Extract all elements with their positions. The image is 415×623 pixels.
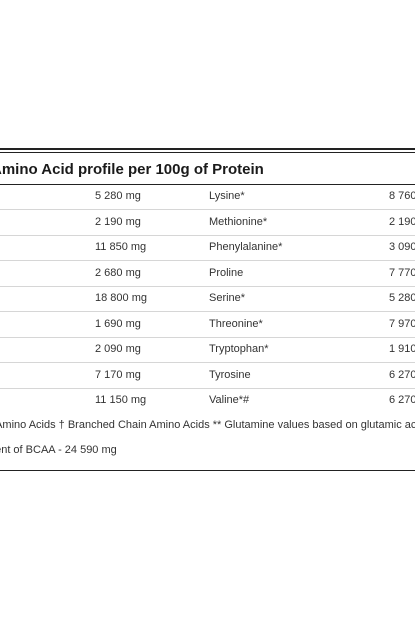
right-value-cell: 6 270 — [389, 394, 415, 406]
row-divider — [0, 209, 415, 210]
left-value-cell: 2 190 mg — [95, 215, 141, 228]
right-name-cell: Tyrosine — [209, 368, 251, 381]
amino-acid-table: Amino Acid profile per 100g of Protein 5… — [0, 148, 415, 474]
table-row: 2 190 mg Methionine* 2 190 — [0, 211, 415, 236]
row-divider — [0, 362, 415, 363]
table-row: 2 680 mg Proline 7 770 — [0, 262, 415, 287]
left-value-cell: 1 690 mg — [95, 317, 141, 330]
right-value-cell: 8 760 — [389, 190, 415, 202]
right-name-cell: Lysine* — [209, 190, 245, 202]
left-value-cell: 18 800 mg — [95, 292, 147, 304]
table-row: 5 280 mg Lysine* 8 760 — [0, 185, 415, 210]
table-row: 1 690 mg Threonine* 7 970 — [0, 313, 415, 338]
table-row: 7 170 mg Tyrosine 6 270 — [0, 364, 415, 389]
left-value-cell: 2 090 mg — [95, 343, 141, 355]
table-title: Amino Acid profile per 100g of Protein — [0, 161, 264, 178]
row-divider — [0, 285, 415, 287]
right-name-cell: Valine*# — [209, 394, 250, 406]
left-value-cell: 11 850 mg — [95, 241, 147, 253]
right-value-cell: 6 270 — [389, 368, 415, 381]
header-rule — [0, 184, 415, 185]
table-top-rule — [0, 148, 415, 150]
right-value-cell: 5 280 — [389, 292, 415, 304]
right-value-cell: 1 910 — [389, 343, 415, 355]
table-row: 18 800 mg Serine* 5 280 — [0, 287, 415, 312]
row-divider — [0, 387, 415, 389]
left-value-cell: 11 150 mg — [95, 394, 147, 406]
right-name-cell: Tryptophan* — [209, 343, 269, 355]
right-value-cell: 3 090 — [389, 241, 415, 253]
table-row: 11 150 mg Valine*# 6 270 — [0, 389, 415, 414]
row-divider — [0, 260, 415, 261]
left-value-cell: 7 170 mg — [95, 368, 141, 381]
row-divider — [0, 336, 415, 338]
right-name-cell: Proline — [209, 266, 244, 279]
table-bottom-rule — [0, 470, 415, 471]
right-value-cell: 7 970 — [389, 317, 415, 330]
row-divider — [0, 234, 415, 236]
table-row: 2 090 mg Tryptophan* 1 910 — [0, 338, 415, 363]
right-value-cell: 7 770 — [389, 266, 415, 279]
right-name-cell: Serine* — [209, 292, 246, 304]
right-value-cell: 2 190 — [389, 215, 415, 228]
right-name-cell: Threonine* — [209, 317, 263, 330]
right-name-cell: Methionine* — [209, 215, 268, 228]
footnote: Essential Amino Acids † Branched Chain A… — [0, 419, 415, 431]
row-divider — [0, 311, 415, 312]
right-name-cell: Phenylalanine* — [209, 241, 283, 253]
bcaa-total: Total content of BCAA - 24 590 mg — [0, 444, 117, 456]
left-value-cell: 5 280 mg — [95, 190, 141, 202]
table-top-rule-inner — [0, 152, 415, 153]
left-value-cell: 2 680 mg — [95, 266, 141, 279]
